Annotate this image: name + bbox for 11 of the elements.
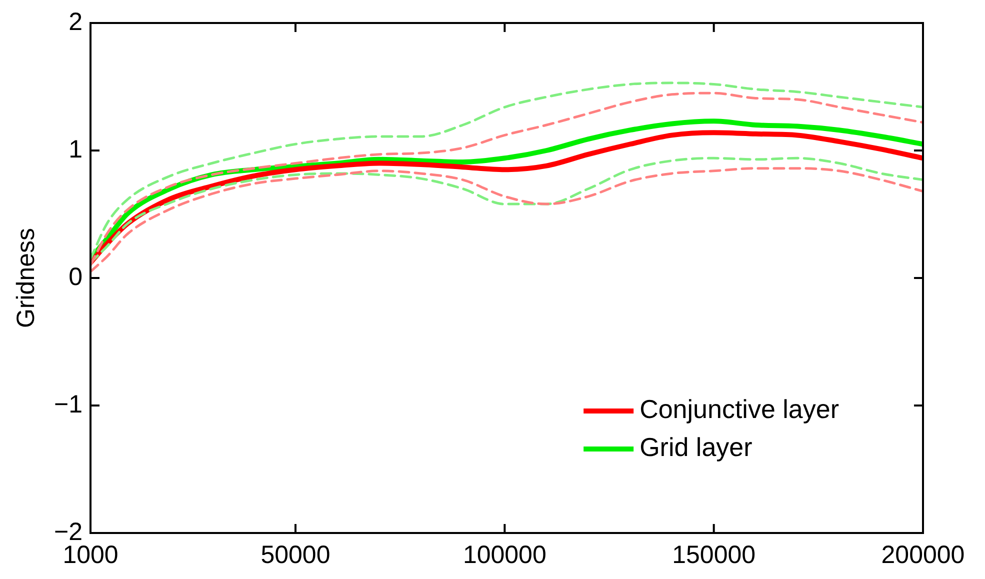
x-tick-label: 200000	[881, 540, 965, 569]
y-tick-label: −1	[54, 390, 83, 418]
y-tick-label: 2	[68, 8, 83, 36]
legend-label: Conjunctive layer	[640, 394, 840, 424]
y-tick-label: 1	[68, 135, 83, 164]
y-tick-label: 0	[68, 262, 83, 291]
x-tick-label: 150000	[672, 540, 756, 569]
legend-label: Grid layer	[640, 432, 753, 462]
y-axis-title: Gridness	[12, 228, 40, 328]
x-tick-label: 50000	[260, 540, 330, 569]
x-tick-label: 100000	[462, 540, 546, 569]
